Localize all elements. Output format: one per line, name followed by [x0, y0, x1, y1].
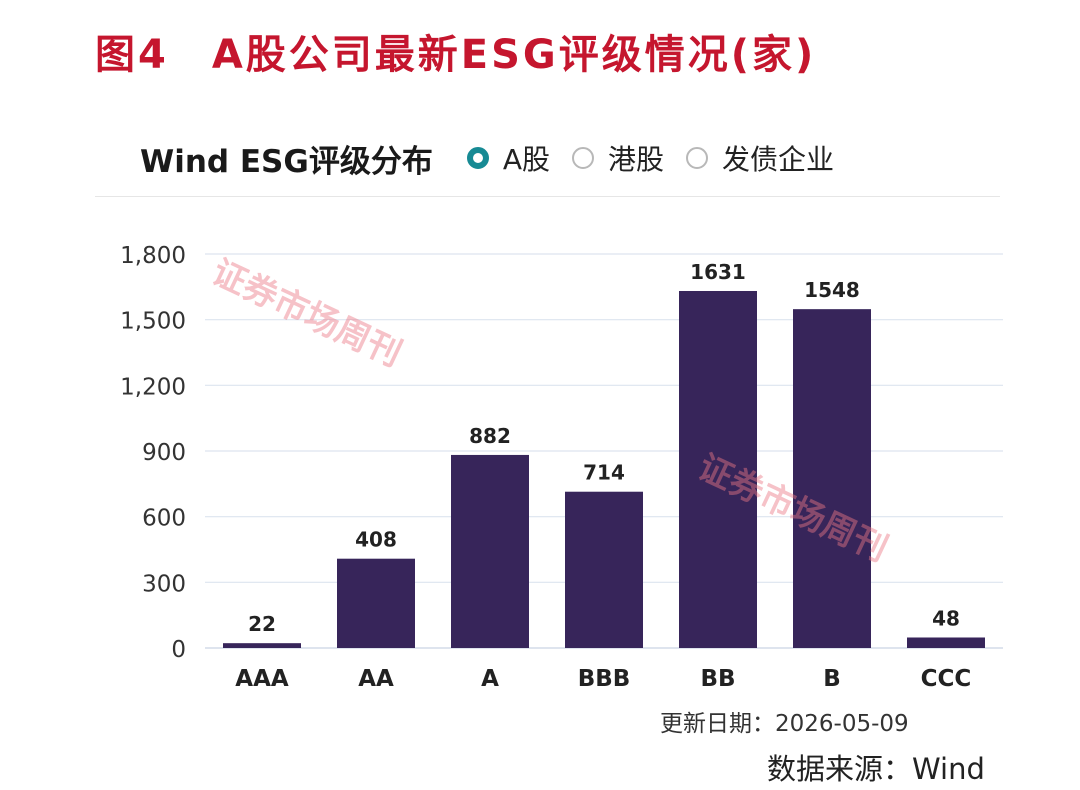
- radio-icon: [466, 147, 489, 169]
- y-tick-label: 1,500: [120, 309, 186, 335]
- data-label: 882: [469, 424, 511, 448]
- data-label: 1548: [804, 278, 860, 302]
- radio-label-a-shares: A股: [502, 143, 550, 176]
- x-tick-label: CCC: [921, 666, 972, 692]
- x-tick-label: AA: [358, 666, 394, 692]
- radio-option-hk-shares[interactable]: 港股: [571, 138, 664, 178]
- y-tick-label: 300: [142, 571, 186, 597]
- bar: [337, 558, 415, 648]
- data-source: 数据来源：Wind: [767, 752, 985, 786]
- label-layer: 0 300 600 900 1,200 1,500 1,800 22 AAA 408 AA 882 A 7…: [120, 243, 971, 692]
- y-tick-label: 1,200: [120, 374, 186, 400]
- bar: [565, 491, 643, 648]
- radio-icon: [686, 147, 708, 169]
- radio-label-hk-shares: 港股: [607, 143, 664, 176]
- bar: [451, 454, 529, 648]
- bar: [223, 643, 301, 648]
- update-date: 更新日期：2026-05-09: [660, 711, 909, 737]
- x-tick-label: B: [823, 666, 841, 692]
- y-tick-label: 900: [142, 440, 186, 466]
- data-label: 48: [932, 606, 960, 630]
- data-label: 22: [248, 612, 276, 636]
- data-label: 714: [583, 461, 625, 485]
- chart-header: Wind ESG评级分布 A股 港股 发债企业: [140, 136, 856, 180]
- bar: [793, 309, 871, 648]
- radio-icon: [571, 147, 594, 169]
- bar-layer: [223, 290, 985, 648]
- x-tick-label: BBB: [578, 666, 631, 692]
- radio-option-a-shares[interactable]: A股: [466, 138, 550, 178]
- chart-title: Wind ESG评级分布: [140, 143, 433, 180]
- bar: [907, 637, 985, 648]
- x-tick-label: A: [481, 666, 499, 692]
- radio-label-bond-issuers: 发债企业: [722, 143, 835, 176]
- data-label: 408: [355, 528, 397, 552]
- x-tick-label: BB: [700, 666, 735, 692]
- figure-title: 图4 A股公司最新ESG评级情况(家): [95, 32, 817, 78]
- data-label: 1631: [690, 260, 746, 284]
- y-tick-label: 1,800: [120, 243, 186, 269]
- bar: [679, 290, 757, 648]
- header-divider: [95, 196, 1000, 197]
- radio-option-bond-issuers[interactable]: 发债企业: [686, 138, 834, 178]
- y-tick-label: 600: [142, 506, 186, 532]
- y-tick-label: 0: [171, 637, 186, 663]
- x-tick-label: AAA: [235, 666, 289, 692]
